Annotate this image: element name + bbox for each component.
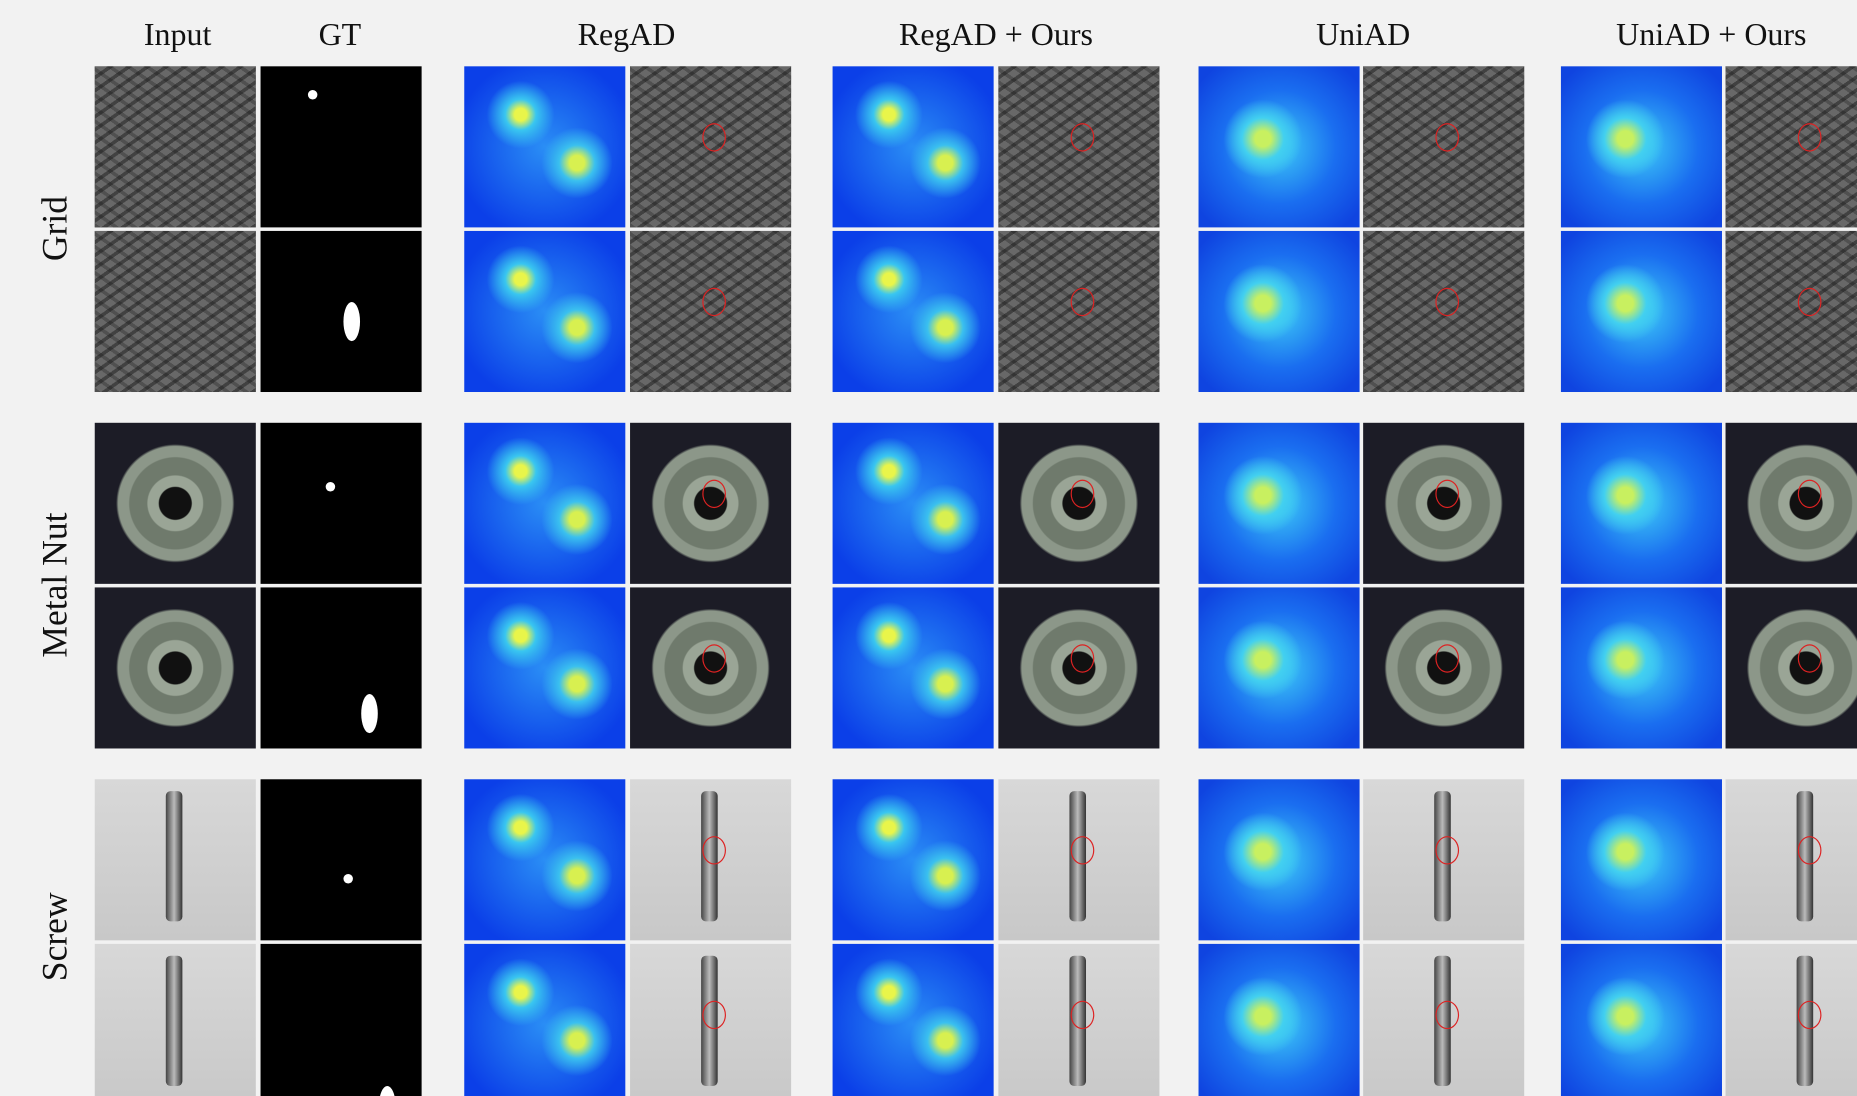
heatmap bbox=[1561, 423, 1722, 584]
heatmap bbox=[464, 944, 625, 1096]
overlay-image bbox=[630, 66, 791, 227]
figure: Input GT RegAD RegAD + Ours UniAD UniAD + Our… bbox=[0, 0, 1857, 1096]
ground-truth-mask bbox=[261, 66, 422, 227]
input-image bbox=[95, 423, 256, 584]
overlay-image bbox=[1726, 231, 1857, 392]
heatmap bbox=[1561, 587, 1722, 748]
heatmap bbox=[833, 66, 994, 227]
heatmap bbox=[1199, 231, 1360, 392]
overlay-image bbox=[1726, 587, 1857, 748]
input-image bbox=[95, 944, 256, 1096]
overlay-image bbox=[1363, 587, 1524, 748]
heatmap bbox=[1561, 231, 1722, 392]
column-header: RegAD + Ours bbox=[899, 17, 1093, 54]
input-image bbox=[95, 779, 256, 940]
column-header: UniAD + Ours bbox=[1616, 17, 1806, 54]
input-image bbox=[95, 66, 256, 227]
heatmap bbox=[1561, 944, 1722, 1096]
overlay-image bbox=[1363, 779, 1524, 940]
overlay-image bbox=[1726, 944, 1857, 1096]
overlay-image bbox=[998, 66, 1159, 227]
overlay-image bbox=[630, 944, 791, 1096]
input-image bbox=[95, 587, 256, 748]
overlay-image bbox=[1726, 779, 1857, 940]
heatmap bbox=[464, 779, 625, 940]
column-header: GT bbox=[319, 17, 362, 54]
overlay-image bbox=[630, 231, 791, 392]
overlay-image bbox=[1726, 66, 1857, 227]
column-header: UniAD bbox=[1316, 17, 1410, 54]
overlay-image bbox=[630, 423, 791, 584]
column-header: RegAD bbox=[578, 17, 676, 54]
defect-blob bbox=[343, 874, 352, 883]
heatmap bbox=[1199, 423, 1360, 584]
overlay-image bbox=[1363, 944, 1524, 1096]
overlay-image bbox=[1726, 423, 1857, 584]
defect-blob bbox=[308, 90, 317, 99]
defect-blob bbox=[326, 482, 335, 491]
overlay-image bbox=[1363, 231, 1524, 392]
ground-truth-mask bbox=[261, 587, 422, 748]
ground-truth-mask bbox=[261, 423, 422, 584]
defect-blob bbox=[379, 1086, 396, 1096]
heatmap bbox=[833, 423, 994, 584]
heatmap bbox=[464, 423, 625, 584]
overlay-image bbox=[630, 779, 791, 940]
heatmap bbox=[1199, 587, 1360, 748]
heatmap bbox=[833, 587, 994, 748]
overlay-image bbox=[630, 587, 791, 748]
defect-blob bbox=[343, 302, 360, 341]
heatmap bbox=[833, 944, 994, 1096]
row-label: Screw bbox=[36, 892, 76, 981]
row-label: Grid bbox=[36, 196, 76, 261]
defect-blob bbox=[361, 694, 378, 733]
heatmap bbox=[1561, 66, 1722, 227]
ground-truth-mask bbox=[261, 779, 422, 940]
overlay-image bbox=[998, 587, 1159, 748]
overlay-image bbox=[1363, 66, 1524, 227]
ground-truth-mask bbox=[261, 231, 422, 392]
heatmap bbox=[464, 587, 625, 748]
overlay-image bbox=[998, 231, 1159, 392]
heatmap bbox=[1561, 779, 1722, 940]
heatmap bbox=[833, 779, 994, 940]
heatmap bbox=[464, 66, 625, 227]
overlay-image bbox=[998, 779, 1159, 940]
heatmap bbox=[464, 231, 625, 392]
heatmap bbox=[833, 231, 994, 392]
overlay-image bbox=[998, 423, 1159, 584]
overlay-image bbox=[1363, 423, 1524, 584]
column-header: Input bbox=[144, 17, 212, 54]
input-image bbox=[95, 231, 256, 392]
heatmap bbox=[1199, 944, 1360, 1096]
overlay-image bbox=[998, 944, 1159, 1096]
row-label: Metal Nut bbox=[36, 513, 76, 658]
figure-grid: Input GT RegAD RegAD + Ours UniAD UniAD + Our… bbox=[0, 0, 1857, 1095]
heatmap bbox=[1199, 66, 1360, 227]
heatmap bbox=[1199, 779, 1360, 940]
ground-truth-mask bbox=[261, 944, 422, 1096]
